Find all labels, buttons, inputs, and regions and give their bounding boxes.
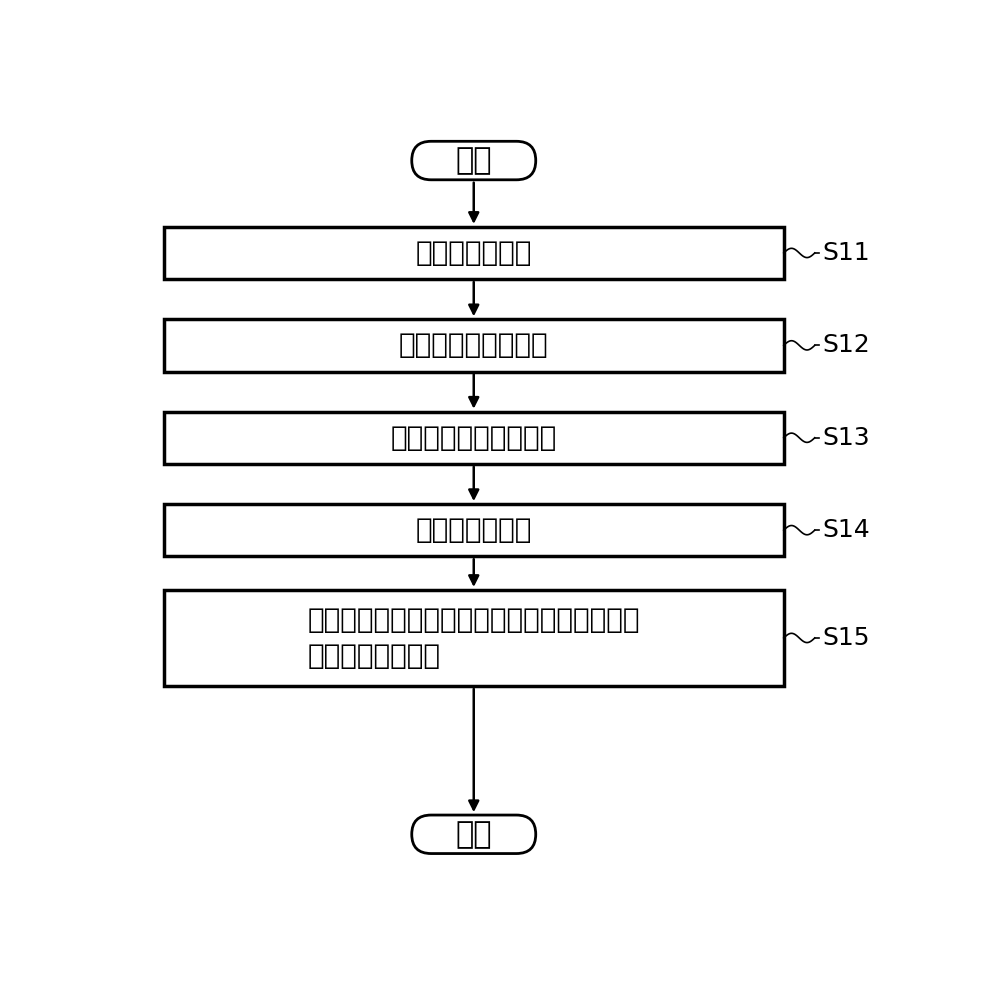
Text: 开始: 开始: [456, 146, 492, 175]
Text: 结束: 结束: [456, 820, 492, 849]
Text: S13: S13: [822, 426, 870, 450]
Bar: [164, 504, 784, 557]
FancyBboxPatch shape: [412, 141, 536, 180]
Text: S11: S11: [822, 241, 870, 265]
Text: 估计溶池的深度: 估计溶池的深度: [416, 516, 532, 544]
Text: 设定溶池的温度界面: 设定溶池的温度界面: [399, 331, 549, 360]
Text: 基于提取的溶池长度和宽度以及估计的溶池深
度获取溶池的大小: 基于提取的溶池长度和宽度以及估计的溶池深 度获取溶池的大小: [308, 606, 640, 671]
Bar: [164, 319, 784, 371]
Text: 提取溶池的长度和宽度: 提取溶池的长度和宽度: [391, 424, 557, 452]
Bar: [164, 590, 784, 687]
FancyBboxPatch shape: [412, 815, 536, 854]
Text: 测量溶池的温度: 测量溶池的温度: [416, 239, 532, 267]
Bar: [164, 412, 784, 464]
Text: S14: S14: [822, 518, 870, 542]
Text: S15: S15: [822, 625, 870, 650]
Bar: [164, 227, 784, 279]
Text: S12: S12: [822, 333, 870, 358]
